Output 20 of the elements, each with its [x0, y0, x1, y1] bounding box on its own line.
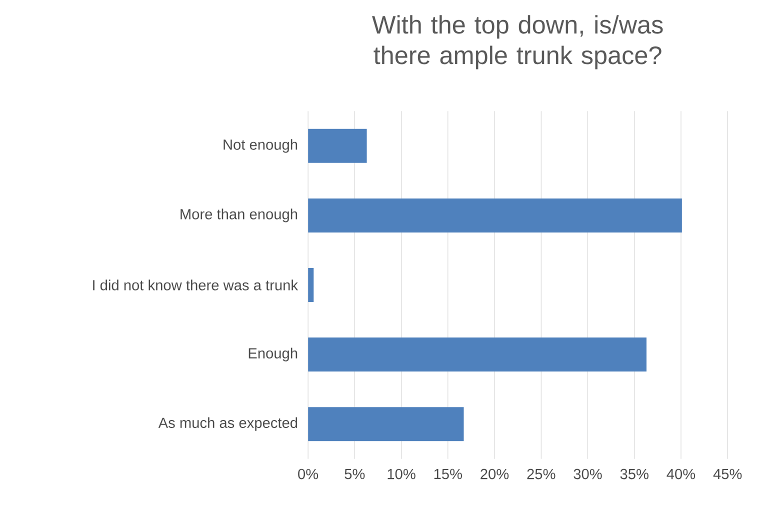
x-tick-label: 25%: [527, 468, 556, 480]
bar: [308, 198, 682, 232]
x-tick-label: 40%: [666, 468, 696, 480]
y-tick-label: Enough: [248, 348, 298, 362]
y-tick-label: As much as expected: [158, 417, 298, 431]
x-tick-label: 5%: [344, 468, 365, 480]
x-tick-label: 10%: [388, 468, 416, 480]
x-tick-label: 15%: [434, 468, 462, 480]
x-tick-label: 45%: [713, 468, 742, 480]
y-tick-label: More than enough: [180, 208, 298, 222]
x-tick-label: 35%: [620, 468, 648, 480]
chart-title: With the top down, is/was there ample trunk space?: [372, 15, 663, 70]
x-tick-label: 20%: [480, 468, 509, 480]
bar: [308, 128, 367, 163]
y-tick-label: Not enough: [224, 139, 298, 153]
x-tick-label: 30%: [574, 468, 602, 480]
x-tick-label: 0%: [298, 468, 318, 480]
bar: [308, 337, 646, 372]
bar: [308, 407, 464, 442]
y-tick-label: I did not know there was a trunk: [93, 280, 298, 290]
